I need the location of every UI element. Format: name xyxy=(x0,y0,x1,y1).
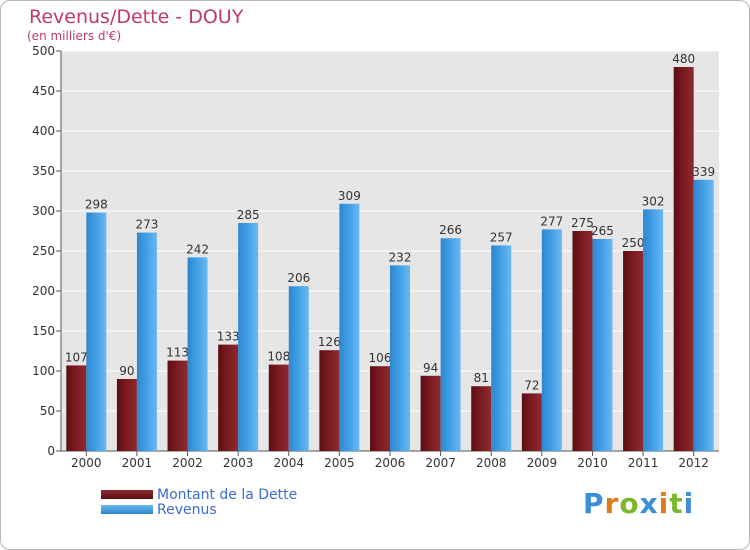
x-tick-label: 2000 xyxy=(71,456,102,470)
legend: Montant de la Dette Revenus xyxy=(101,486,298,518)
y-tick-label: 400 xyxy=(32,124,55,138)
x-tick-label: 2011 xyxy=(628,456,659,470)
data-label: 232 xyxy=(389,250,412,264)
logo-letter: o xyxy=(619,487,640,520)
logo-letter: i xyxy=(683,487,695,520)
proxiti-logo: Proxiti xyxy=(583,487,694,520)
legend-swatch-dette xyxy=(101,490,153,499)
bar-revenus xyxy=(693,179,714,452)
x-tick-label: 2007 xyxy=(425,456,456,470)
data-label: 94 xyxy=(423,361,438,375)
data-label: 81 xyxy=(474,371,489,385)
logo-letter: t xyxy=(669,487,684,520)
chart-title: Revenus/Dette - DOUY xyxy=(29,6,244,28)
bar-revenus xyxy=(440,238,461,451)
x-tick-label: 2001 xyxy=(122,456,153,470)
data-label: 277 xyxy=(540,214,563,228)
legend-label-revenus: Revenus xyxy=(157,501,217,518)
x-tick-label: 2008 xyxy=(476,456,507,470)
bar-dette xyxy=(623,251,644,451)
legend-item-revenus: Revenus xyxy=(101,501,297,518)
bar-dette xyxy=(167,360,188,451)
data-label: 107 xyxy=(65,350,88,364)
x-tick-label: 2012 xyxy=(678,456,709,470)
legend-item-dette: Montant de la Dette xyxy=(101,486,298,503)
y-tick-label: 100 xyxy=(32,364,55,378)
data-label: 302 xyxy=(642,194,665,208)
y-tick-label: 300 xyxy=(32,204,55,218)
bar-dette xyxy=(268,364,289,451)
y-tick-label: 250 xyxy=(32,244,55,258)
bar-revenus xyxy=(238,223,259,451)
x-tick-label: 2010 xyxy=(577,456,608,470)
x-tick-label: 2003 xyxy=(223,456,254,470)
data-label: 266 xyxy=(439,223,462,237)
data-label: 242 xyxy=(186,242,209,256)
bar-dette xyxy=(66,365,87,451)
bar-dette xyxy=(521,393,542,451)
bar-dette xyxy=(471,386,492,451)
logo-letter: r xyxy=(604,487,620,520)
logo-letter: P xyxy=(583,487,605,520)
chart-subtitle: (en milliers d'€) xyxy=(27,29,122,43)
bar-dette xyxy=(572,231,593,451)
data-label: 126 xyxy=(318,335,341,349)
data-label: 113 xyxy=(166,346,189,360)
bar-dette xyxy=(319,350,340,451)
bar-revenus xyxy=(390,265,410,451)
data-label: 265 xyxy=(591,224,614,238)
data-label: 480 xyxy=(672,52,695,66)
data-label: 108 xyxy=(267,350,290,364)
bar-dette xyxy=(218,344,239,451)
legend-label-dette: Montant de la Dette xyxy=(157,486,298,503)
x-tick-label: 2006 xyxy=(375,456,406,470)
logo-letter: i xyxy=(658,487,670,520)
bar-revenus xyxy=(187,257,208,451)
y-tick-label: 450 xyxy=(32,84,55,98)
x-tick-label: 2002 xyxy=(172,456,203,470)
data-label: 206 xyxy=(287,271,310,285)
data-label: 257 xyxy=(490,230,513,244)
bar-dette xyxy=(370,366,390,451)
data-label: 275 xyxy=(571,216,594,230)
x-tick-label: 2005 xyxy=(324,456,355,470)
bar-revenus xyxy=(592,239,613,451)
bar-revenus xyxy=(491,245,512,451)
y-tick-label: 0 xyxy=(47,444,55,458)
data-label: 273 xyxy=(135,218,158,232)
data-label: 309 xyxy=(338,189,361,203)
y-tick-label: 50 xyxy=(40,404,55,418)
data-label: 285 xyxy=(237,208,260,222)
logo-letter: x xyxy=(639,487,659,520)
bar-dette xyxy=(116,379,137,451)
bar-revenus xyxy=(643,209,664,451)
y-tick-label: 150 xyxy=(32,324,55,338)
x-tick-label: 2004 xyxy=(273,456,304,470)
x-tick-label: 2009 xyxy=(527,456,558,470)
bar-dette xyxy=(420,375,441,451)
data-label: 298 xyxy=(85,198,108,212)
bar-revenus xyxy=(339,203,360,451)
data-label: 250 xyxy=(622,236,645,250)
data-label: 106 xyxy=(369,351,392,365)
data-label: 133 xyxy=(217,330,240,344)
bar-revenus xyxy=(136,232,157,451)
data-label: 339 xyxy=(692,165,715,179)
bar-dette xyxy=(673,67,694,451)
bar-revenus xyxy=(288,286,309,451)
y-tick-label: 500 xyxy=(32,44,55,58)
bar-revenus xyxy=(541,229,562,451)
data-label: 90 xyxy=(119,364,134,378)
y-tick-label: 350 xyxy=(32,164,55,178)
data-label: 72 xyxy=(524,378,539,392)
y-tick-label: 200 xyxy=(32,284,55,298)
bar-revenus xyxy=(86,212,107,451)
legend-swatch-revenus xyxy=(101,505,153,514)
